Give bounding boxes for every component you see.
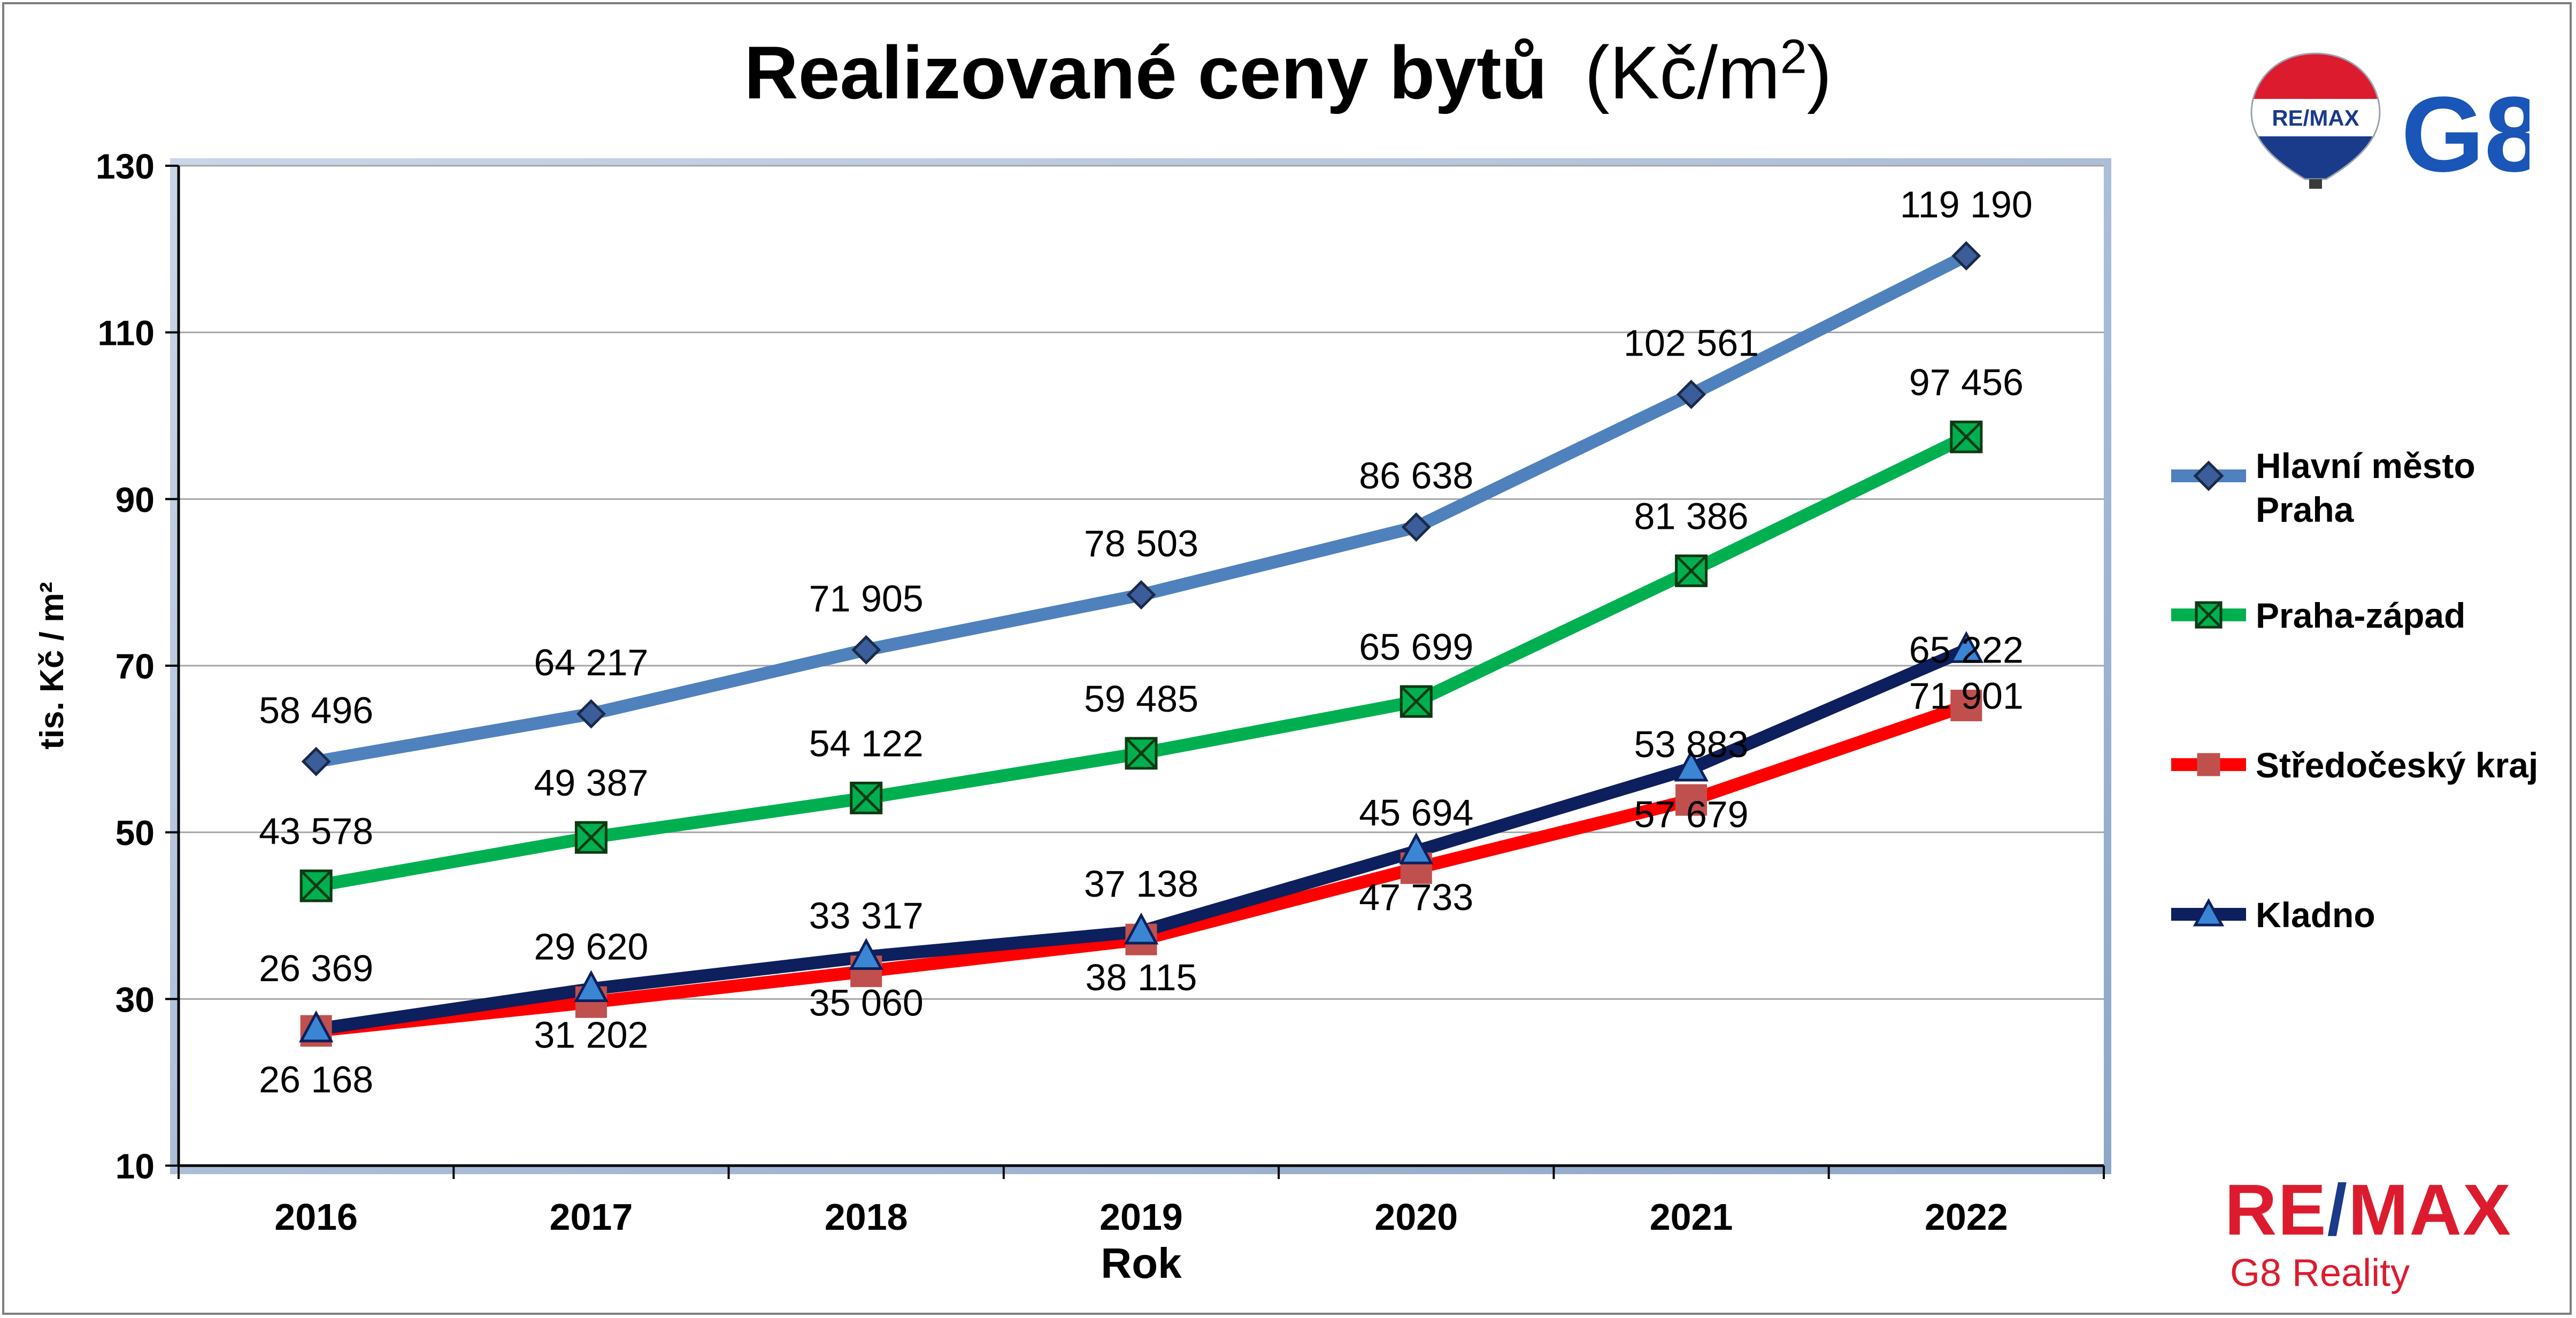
point-marker-diamond xyxy=(851,635,881,665)
data-label: 47 733 xyxy=(1359,876,1473,918)
data-label: 53 883 xyxy=(1634,723,1749,765)
title-unit: (Kč/m2) xyxy=(1585,30,1832,114)
point-marker-triangle xyxy=(849,938,883,970)
y-axis-title: tis. Kč / m² xyxy=(34,582,71,750)
x-tick-label: 2017 xyxy=(550,1196,633,1238)
x-tick-label: 2020 xyxy=(1374,1196,1458,1238)
y-tick-label: 30 xyxy=(116,980,155,1019)
legend-label-praha: Hlavní město Praha xyxy=(2256,446,2475,529)
point-marker-triangle xyxy=(1399,832,1434,865)
data-label: 119 190 xyxy=(1900,183,2033,225)
chart-title: Realizované ceny bytů (Kč/m2) xyxy=(0,29,2576,116)
data-label: 37 138 xyxy=(1084,863,1198,905)
remax-g8-reality-logo: RE/MAX G8 Reality xyxy=(2225,1168,2546,1302)
remax-wordmark: RE/MAX xyxy=(2225,1169,2512,1250)
y-tick-label: 10 xyxy=(116,1146,155,1186)
legend-swatch-stredocesky xyxy=(2171,753,2246,776)
x-tick-label: 2019 xyxy=(1099,1196,1183,1238)
legend-label-zapad: Praha-západ xyxy=(2256,596,2466,635)
data-label: 58 496 xyxy=(259,689,373,731)
point-marker-triangle xyxy=(1124,912,1159,945)
data-label: 54 122 xyxy=(809,722,924,764)
point-marker-cross xyxy=(300,869,332,902)
legend-swatch-kladno xyxy=(2171,898,2246,927)
point-marker-cross xyxy=(1125,737,1157,769)
point-marker-diamond xyxy=(301,746,331,776)
x-tick-label: 2021 xyxy=(1650,1196,1733,1238)
remax-g8-logo: RE/MAX G8 xyxy=(2241,48,2544,194)
point-marker-cross xyxy=(850,782,882,814)
data-label: 71 901 xyxy=(1909,675,2024,716)
legend-swatch-zapad xyxy=(2171,601,2246,629)
data-label: 78 503 xyxy=(1084,522,1198,564)
point-marker-cross xyxy=(575,821,608,853)
point-marker-cross xyxy=(1675,554,1708,587)
data-label: 45 694 xyxy=(1359,792,1473,834)
data-label: 97 456 xyxy=(1909,361,2024,403)
data-label: 59 485 xyxy=(1084,678,1198,720)
data-label: 29 620 xyxy=(534,926,648,967)
point-marker-square xyxy=(1675,784,1708,816)
data-label: 35 060 xyxy=(809,982,924,1023)
y-tick-label: 50 xyxy=(116,813,155,853)
y-tick-label: 90 xyxy=(116,480,155,519)
series-lines xyxy=(298,241,1984,1047)
data-label: 65 222 xyxy=(1909,629,2024,670)
g8-reality-text: G8 Reality xyxy=(2230,1252,2410,1294)
point-marker-diamond xyxy=(1401,512,1431,542)
x-tick-label: 2018 xyxy=(825,1196,908,1238)
data-label: 86 638 xyxy=(1359,455,1473,497)
data-label: 26 369 xyxy=(259,947,373,989)
x-axis-title: Rok xyxy=(1101,1239,1182,1287)
point-marker-diamond xyxy=(1951,241,1981,271)
point-marker-triangle xyxy=(1949,631,1984,663)
data-label: 57 679 xyxy=(1634,793,1749,835)
point-marker-triangle xyxy=(298,1010,334,1043)
legend-swatch-praha xyxy=(2171,460,2246,491)
point-marker-triangle xyxy=(574,970,609,1003)
point-marker-diamond xyxy=(1126,580,1156,610)
y-tick-label: 110 xyxy=(98,313,155,353)
point-marker-diamond xyxy=(576,699,606,729)
point-marker-cross xyxy=(1400,685,1433,718)
point-marker-square xyxy=(1950,689,1982,721)
axes: 10 30 50 70 90 110 130 2016 2017 2018 2019 2020 2021… xyxy=(34,147,2105,1287)
data-label: 43 578 xyxy=(259,811,373,852)
data-label: 81 386 xyxy=(1634,496,1749,537)
legend-label-stredocesky: Středočeský kraj xyxy=(2256,745,2539,785)
point-marker-triangle xyxy=(1674,749,1709,782)
title-text: Realizované ceny bytů xyxy=(744,30,1548,114)
data-label: 38 115 xyxy=(1086,957,1197,998)
data-label: 33 317 xyxy=(809,895,924,937)
data-label: 102 561 xyxy=(1624,322,1759,364)
x-tick-label: 2016 xyxy=(274,1196,358,1238)
data-labels: 58 496 64 217 71 905 78 503 86 638 102 561 119… xyxy=(259,183,2033,1100)
point-marker-cross xyxy=(1950,421,1982,453)
data-label: 71 905 xyxy=(809,577,924,619)
point-marker-diamond xyxy=(1677,380,1706,410)
balloon-icon: RE/MAX G8 xyxy=(2250,52,2544,194)
y-tick-label: 70 xyxy=(116,646,155,686)
x-tick-label: 2022 xyxy=(1925,1196,2008,1238)
data-label: 31 202 xyxy=(534,1014,648,1056)
svg-text:RE/MAX: RE/MAX xyxy=(2272,105,2359,130)
svg-text:G8: G8 xyxy=(2401,75,2529,192)
data-label: 26 168 xyxy=(259,1059,373,1100)
data-label: 49 387 xyxy=(534,762,648,804)
gridlines xyxy=(179,165,2104,1000)
data-label: 65 699 xyxy=(1359,626,1473,668)
data-label: 64 217 xyxy=(534,642,648,683)
y-tick-label: 130 xyxy=(96,147,155,186)
legend-label-kladno: Kladno xyxy=(2256,895,2375,935)
